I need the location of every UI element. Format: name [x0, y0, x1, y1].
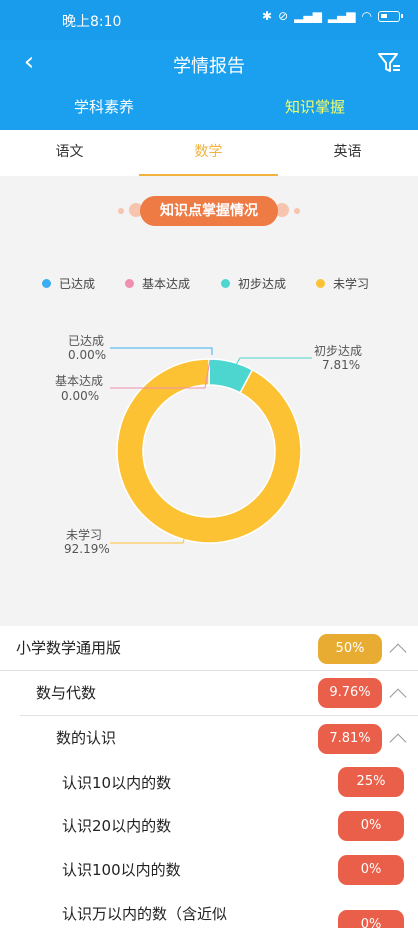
donut-slice-3[interactable]: [116, 358, 302, 544]
label-basic-name: 基本达成: [55, 374, 103, 388]
leader-line-basic: [110, 359, 211, 389]
decor-dot: [294, 208, 300, 214]
tree-label: 数与代数: [36, 684, 97, 702]
legend-item-achieved[interactable]: 已达成: [42, 275, 95, 292]
tree-row-leaf[interactable]: 认识万以内的数（含近似 0%: [0, 894, 418, 928]
tree-row-level2[interactable]: 数与代数 9.76%: [0, 671, 418, 715]
tab-knowledge-mastery[interactable]: 知识掌握: [285, 98, 346, 116]
back-icon[interactable]: ‹: [23, 47, 35, 77]
legend-item-unlearned[interactable]: 未学习: [316, 275, 369, 292]
status-time: 晚上8:10: [62, 14, 122, 30]
mastery-donut-chart: 已达成 0.00% 基本达成 0.00% 初步达成 7.81% 未学习 92.1…: [55, 334, 362, 556]
tree-label: 认识20以内的数: [62, 817, 172, 835]
tree-row-leaf[interactable]: 认识20以内的数 0%: [0, 806, 418, 850]
tree-badge: 50%: [318, 634, 382, 664]
label-unlearned-name: 未学习: [66, 527, 102, 542]
leader-line-achieved: [110, 347, 213, 355]
tree-row-leaf[interactable]: 认识10以内的数 25%: [0, 761, 418, 805]
collapse-icon[interactable]: [389, 688, 407, 706]
tree-row-level3[interactable]: 数的认识 7.81%: [0, 716, 418, 760]
bluetooth-icon: ✱: [262, 9, 273, 23]
tree-label: 数的认识: [56, 729, 117, 747]
tree-badge: 0%: [338, 855, 404, 885]
tree-badge: 7.81%: [318, 724, 382, 754]
tree-badge: 0%: [338, 910, 404, 928]
wifi-icon: ◠: [361, 9, 372, 23]
label-achieved-value: 0.00%: [68, 348, 106, 362]
knowledge-tree: 小学数学通用版 50% 数与代数 9.76% 数的认识 7.81% 认识10以内…: [0, 626, 418, 928]
mute-icon: ⊘: [278, 9, 289, 23]
tab-math[interactable]: 数学: [139, 130, 278, 176]
decor-dot: [275, 203, 289, 217]
divider: [0, 670, 418, 671]
tree-label: 认识万以内的数（含近似: [62, 905, 228, 923]
label-achieved-name: 已达成: [68, 334, 104, 348]
app-header: ‹ 学情报告 学科素养 知识掌握: [0, 40, 418, 130]
leader-line-initial: [235, 357, 312, 366]
filter-icon[interactable]: [376, 50, 402, 76]
tree-label: 小学数学通用版: [16, 639, 122, 657]
battery-icon: [378, 10, 403, 22]
tab-chinese[interactable]: 语文: [55, 144, 84, 160]
tree-label: 认识100以内的数: [62, 861, 181, 879]
legend-item-basic[interactable]: 基本达成: [125, 275, 190, 292]
signal-icon: ▂▄▆: [294, 9, 322, 23]
label-basic-value: 0.00%: [61, 389, 99, 403]
tree-row-leaf[interactable]: 认识100以内的数 0%: [0, 850, 418, 894]
tree-badge: 0%: [338, 811, 404, 841]
decor-dot: [118, 208, 124, 214]
subject-tabs: 语文 数学 英语: [0, 130, 418, 176]
decor-dot: [129, 203, 143, 217]
tab-english[interactable]: 英语: [333, 144, 362, 160]
tree-row-level1[interactable]: 小学数学通用版 50%: [0, 626, 418, 670]
label-initial-name: 初步达成: [314, 344, 362, 358]
page-title: 学情报告: [173, 56, 245, 77]
tree-badge: 25%: [338, 767, 404, 797]
section-title: 知识点掌握情况: [140, 196, 278, 226]
signal2-icon: ▂▄▆: [327, 9, 356, 23]
label-initial-value: 7.81%: [322, 358, 360, 372]
status-icons: ✱ ⊘ ▂▄▆ ▂▄▆ ◠: [262, 9, 403, 23]
tree-badge: 9.76%: [318, 678, 382, 708]
label-unlearned-value: 92.19%: [64, 542, 110, 556]
leader-line-unlearned: [110, 531, 187, 544]
tree-label: 认识10以内的数: [62, 774, 172, 792]
collapse-icon[interactable]: [389, 733, 407, 751]
tab-subject-literacy[interactable]: 学科素养: [74, 98, 135, 116]
status-bar: 晚上8:10 ✱ ⊘ ▂▄▆ ▂▄▆ ◠: [0, 0, 418, 40]
collapse-icon[interactable]: [389, 643, 407, 661]
divider: [20, 715, 418, 716]
legend-item-initial[interactable]: 初步达成: [221, 275, 286, 292]
